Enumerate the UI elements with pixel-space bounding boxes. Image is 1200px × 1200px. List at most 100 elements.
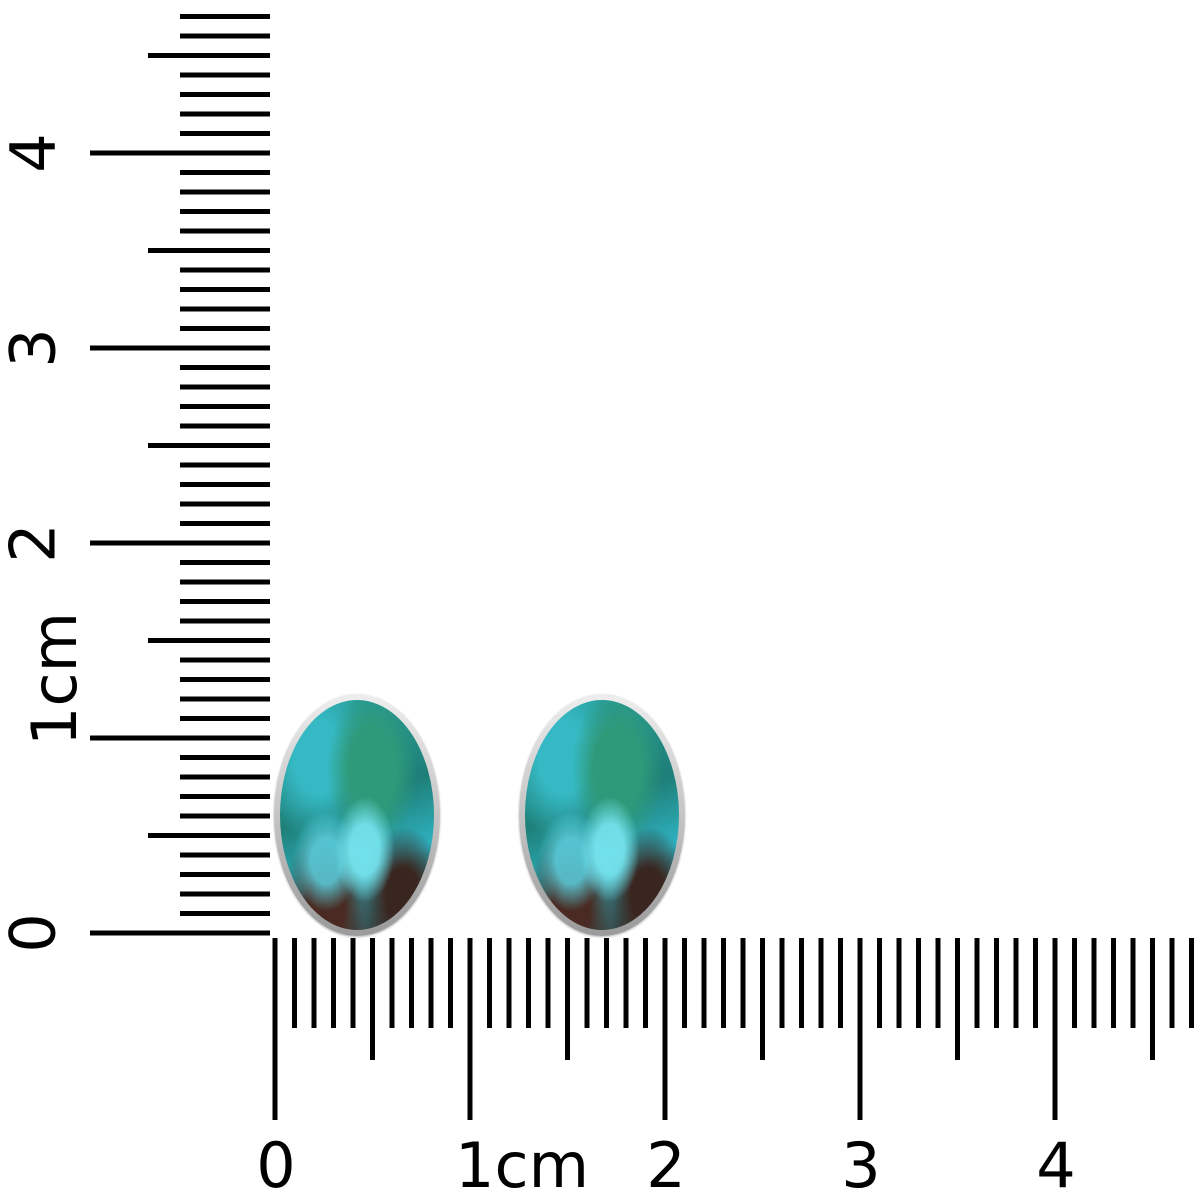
vertical-minor-tick	[180, 560, 270, 565]
vertical-minor-tick	[180, 189, 270, 195]
horizontal-minor-tick	[1189, 938, 1194, 1028]
vertical-minor-tick	[180, 501, 270, 507]
horizontal-cm-tick	[857, 938, 863, 1120]
vertical-minor-tick	[180, 92, 270, 97]
vertical-minor-tick	[180, 677, 270, 682]
horizontal-minor-tick	[1072, 938, 1077, 1028]
horizontal-label-4: 4	[1036, 1129, 1076, 1200]
vertical-minor-tick	[180, 579, 270, 585]
vertical-minor-tick	[180, 462, 270, 468]
vertical-minor-tick	[180, 326, 270, 331]
vertical-minor-tick	[180, 911, 270, 916]
vertical-cm-tick	[90, 735, 270, 741]
horizontal-minor-tick	[1111, 938, 1116, 1028]
horizontal-minor-tick	[526, 938, 531, 1028]
vertical-cm-tick	[90, 540, 270, 546]
vertical-label-0: 0	[0, 913, 70, 953]
vertical-minor-tick	[180, 852, 270, 858]
horizontal-minor-tick	[1013, 938, 1019, 1028]
horizontal-minor-tick	[448, 938, 453, 1028]
horizontal-minor-tick	[1091, 938, 1097, 1028]
horizontal-minor-tick	[487, 938, 492, 1028]
vertical-minor-tick	[180, 696, 270, 702]
vertical-minor-tick	[180, 716, 270, 721]
horizontal-half-tick	[565, 938, 570, 1060]
vertical-half-tick	[148, 443, 270, 448]
horizontal-minor-tick	[1130, 938, 1136, 1028]
vertical-minor-tick	[180, 872, 270, 877]
vertical-half-tick	[148, 53, 270, 58]
vertical-minor-tick	[180, 14, 270, 19]
vertical-minor-tick	[180, 404, 270, 409]
vertical-label-1: 1cm	[17, 612, 91, 746]
horizontal-minor-tick	[838, 938, 843, 1028]
horizontal-half-tick	[370, 938, 375, 1060]
vertical-minor-tick	[180, 384, 270, 390]
horizontal-minor-tick	[643, 938, 648, 1028]
horizontal-minor-tick	[779, 938, 785, 1028]
horizontal-label-1: 1cm	[455, 1129, 589, 1200]
vertical-minor-tick	[180, 287, 270, 292]
horizontal-minor-tick	[740, 938, 746, 1028]
horizontal-minor-tick	[389, 938, 395, 1028]
vertical-label-2: 2	[0, 523, 70, 563]
vertical-minor-tick	[180, 599, 270, 604]
horizontal-minor-tick	[506, 938, 512, 1028]
vertical-half-tick	[148, 248, 270, 253]
horizontal-label-0: 0	[256, 1129, 296, 1200]
vertical-half-tick	[148, 833, 270, 838]
earring-left	[274, 694, 440, 936]
vertical-minor-tick	[180, 423, 270, 429]
vertical-cm-tick	[90, 150, 270, 156]
vertical-minor-tick	[180, 755, 270, 760]
vertical-minor-tick	[180, 482, 270, 487]
vertical-label-4: 4	[0, 133, 70, 173]
vertical-minor-tick	[180, 228, 270, 234]
horizontal-minor-tick	[877, 938, 882, 1028]
horizontal-half-tick	[1150, 938, 1155, 1060]
horizontal-cm-tick	[272, 938, 278, 1120]
horizontal-minor-tick	[545, 938, 551, 1028]
horizontal-minor-tick	[292, 938, 297, 1028]
vertical-label-3: 3	[0, 328, 70, 368]
earring-right	[519, 694, 685, 936]
vertical-minor-tick	[180, 657, 270, 663]
horizontal-minor-tick	[428, 938, 434, 1028]
stone-right	[525, 700, 679, 930]
vertical-minor-tick	[180, 521, 270, 526]
horizontal-minor-tick	[350, 938, 356, 1028]
vertical-minor-tick	[180, 365, 270, 370]
vertical-minor-tick	[180, 33, 270, 39]
horizontal-cm-tick	[467, 938, 473, 1120]
horizontal-cm-tick	[1052, 938, 1058, 1120]
vertical-cm-tick	[90, 930, 270, 936]
vertical-minor-tick	[180, 794, 270, 799]
vertical-minor-tick	[180, 813, 270, 819]
vertical-minor-tick	[180, 774, 270, 780]
horizontal-minor-tick	[331, 938, 336, 1028]
horizontal-minor-tick	[682, 938, 687, 1028]
horizontal-minor-tick	[721, 938, 726, 1028]
vertical-minor-tick	[180, 111, 270, 117]
horizontal-minor-tick	[623, 938, 629, 1028]
horizontal-minor-tick	[799, 938, 804, 1028]
horizontal-label-2: 2	[646, 1129, 686, 1200]
vertical-minor-tick	[180, 170, 270, 175]
horizontal-minor-tick	[701, 938, 707, 1028]
horizontal-minor-tick	[1169, 938, 1175, 1028]
horizontal-cm-tick	[662, 938, 668, 1120]
horizontal-half-tick	[955, 938, 960, 1060]
horizontal-minor-tick	[409, 938, 414, 1028]
vertical-minor-tick	[180, 267, 270, 273]
vertical-minor-tick	[180, 209, 270, 214]
horizontal-minor-tick	[1033, 938, 1038, 1028]
horizontal-minor-tick	[974, 938, 980, 1028]
horizontal-minor-tick	[896, 938, 902, 1028]
horizontal-minor-tick	[916, 938, 921, 1028]
horizontal-minor-tick	[935, 938, 941, 1028]
vertical-minor-tick	[180, 72, 270, 78]
horizontal-minor-tick	[604, 938, 609, 1028]
vertical-minor-tick	[180, 131, 270, 136]
